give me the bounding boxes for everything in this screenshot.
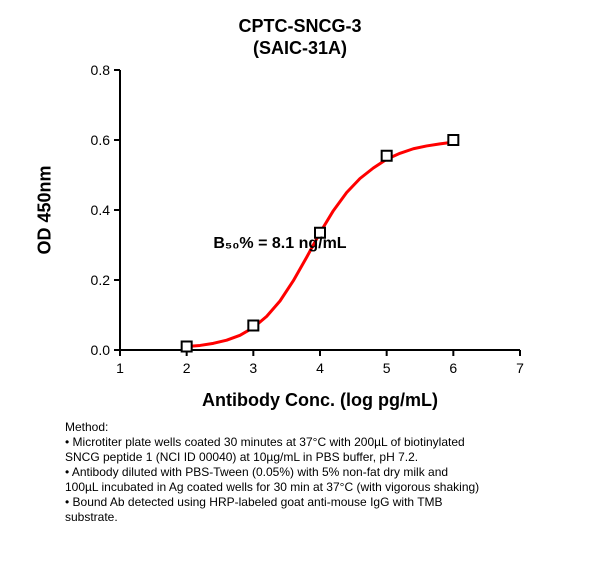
title-line2: (SAIC-31A): [253, 38, 347, 58]
method-line: • Antibody diluted with PBS-Tween (0.05%…: [65, 465, 565, 480]
x-tick-label: 5: [383, 360, 391, 376]
method-line: substrate.: [65, 510, 565, 525]
data-point: [448, 135, 458, 145]
method-line: 100µL incubated in Ag coated wells for 3…: [65, 480, 565, 495]
b50-text: B₅₀% = 8.1 ng/mL: [213, 235, 346, 252]
y-tick-label: 0.8: [91, 62, 110, 78]
method-line: • Bound Ab detected using HRP-labeled go…: [65, 495, 565, 510]
chart-title: CPTC-SNCG-3 (SAIC-31A): [0, 16, 600, 59]
data-point: [182, 342, 192, 352]
x-axis-label: Antibody Conc. (log pg/mL): [120, 390, 520, 411]
x-tick-label: 1: [116, 360, 124, 376]
y-tick-label: 0.0: [91, 342, 110, 358]
chart-plot: [120, 70, 520, 350]
b50-annotation: B₅₀% = 8.1 ng/mL: [213, 235, 346, 253]
data-point: [248, 321, 258, 331]
x-tick-label: 7: [516, 360, 524, 376]
x-tick-label: 3: [249, 360, 257, 376]
method-block: Method: • Microtiter plate wells coated …: [65, 420, 565, 525]
y-tick-label: 0.6: [91, 132, 110, 148]
data-point: [382, 151, 392, 161]
method-line: SNCG peptide 1 (NCI ID 00040) at 10µg/mL…: [65, 450, 565, 465]
method-lines: • Microtiter plate wells coated 30 minut…: [65, 435, 565, 525]
method-line: • Microtiter plate wells coated 30 minut…: [65, 435, 565, 450]
title-line1: CPTC-SNCG-3: [238, 16, 361, 36]
x-tick-label: 4: [316, 360, 324, 376]
y-axis-label: OD 450nm: [35, 165, 56, 254]
method-header: Method:: [65, 420, 565, 435]
figure: CPTC-SNCG-3 (SAIC-31A) OD 450nm Antibody…: [0, 0, 600, 572]
y-tick-label: 0.2: [91, 272, 110, 288]
y-tick-label: 0.4: [91, 202, 110, 218]
x-tick-label: 6: [449, 360, 457, 376]
x-tick-label: 2: [183, 360, 191, 376]
